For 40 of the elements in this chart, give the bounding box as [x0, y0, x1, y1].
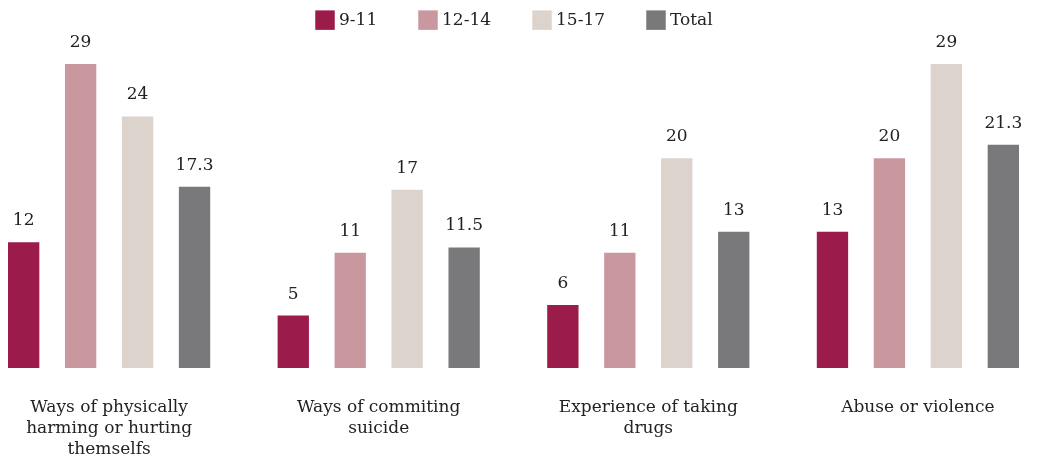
- bar: [661, 158, 693, 368]
- legend-label: 12-14: [442, 9, 492, 30]
- x-tick-label: Ways of commiting suicide: [297, 395, 461, 437]
- data-label: 17.3: [175, 153, 214, 174]
- data-label: 13: [722, 198, 745, 219]
- bar: [873, 158, 906, 368]
- data-label: 17: [396, 156, 418, 177]
- bar: [930, 64, 963, 368]
- data-label: 13: [821, 198, 844, 219]
- legend-label: Total: [670, 9, 713, 30]
- x-tick-label: Abuse or violence: [840, 395, 995, 416]
- bar: [718, 231, 750, 368]
- data-label: 11: [339, 219, 362, 240]
- bar: [277, 315, 309, 368]
- x-tick-label: Experience of taking drugs: [558, 395, 738, 437]
- bar: [987, 144, 1019, 368]
- bar: [448, 247, 480, 368]
- data-label: 29: [69, 31, 92, 51]
- bar: [64, 64, 97, 368]
- data-label: 24: [126, 83, 149, 104]
- bar: [334, 252, 366, 368]
- legend-label: 15-17: [556, 9, 606, 30]
- data-label: 5: [287, 282, 299, 303]
- data-label: 11: [609, 219, 631, 240]
- bar: [121, 116, 154, 368]
- data-label: 20: [665, 125, 688, 146]
- bar: [816, 231, 849, 368]
- x-tick-label: Ways of physically harming or hurting themselfs: [26, 395, 193, 458]
- data-label: 12: [12, 209, 35, 230]
- bar: [178, 186, 211, 368]
- data-label: 21.3: [984, 111, 1023, 132]
- bar: [604, 252, 636, 368]
- legend-label: 9-11: [339, 9, 378, 30]
- bar: [547, 305, 579, 368]
- data-label: 6: [557, 272, 569, 293]
- bar: [391, 189, 423, 368]
- data-label: 11.5: [445, 214, 484, 235]
- data-label: 20: [878, 125, 901, 146]
- data-label: 29: [935, 31, 958, 51]
- bar: [8, 242, 40, 368]
